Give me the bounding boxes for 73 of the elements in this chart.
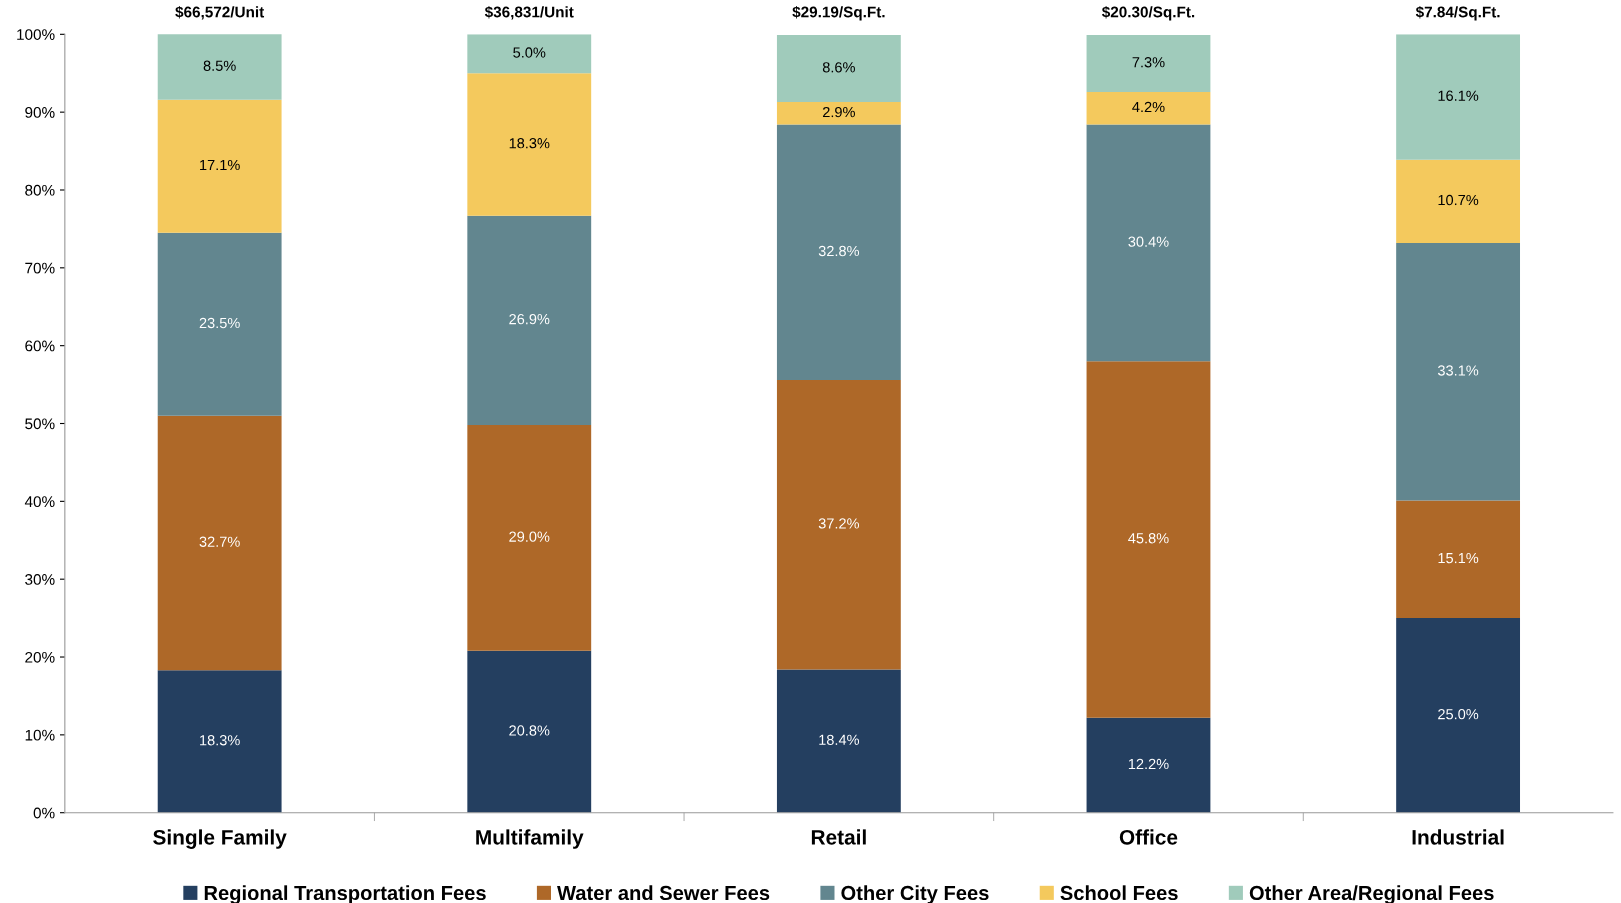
annotation: $7.84/Sq.Ft.: [1415, 5, 1500, 21]
bar: [467, 34, 592, 74]
y-tick-label: 90%: [25, 107, 55, 118]
bar: [157, 415, 282, 671]
data-label: 32.8%: [818, 245, 860, 257]
annotation: $36,831/Unit: [484, 5, 574, 20]
data-label: 4.2%: [1132, 101, 1165, 113]
y-tick-label: 20%: [25, 651, 55, 663]
bar: [1396, 242, 1521, 501]
y-tick-label: 40%: [24, 496, 55, 508]
data-label: 33.1%: [1437, 365, 1479, 376]
x-tick-label: Office: [1119, 829, 1178, 845]
bar: [467, 650, 592, 813]
data-label: 29.0%: [509, 531, 550, 542]
data-label: 18.3%: [200, 735, 240, 746]
data-label: 16.1%: [1438, 90, 1479, 101]
data-label: 23.5%: [199, 317, 240, 329]
legend-label: Water and Sewer Fees: [557, 885, 770, 901]
x-tick-label: Industrial: [1412, 829, 1504, 845]
data-label: 12.2%: [1128, 758, 1169, 770]
bar: [467, 73, 592, 216]
data-label: 5.0%: [513, 47, 546, 58]
bar: [1396, 500, 1521, 619]
bar: [157, 99, 282, 233]
x-tick-label: Single Family: [153, 829, 287, 849]
bar: [467, 215, 592, 426]
bar: [157, 232, 282, 416]
data-label: 15.1%: [1438, 552, 1479, 564]
y-tick-label: 70%: [25, 262, 55, 274]
data-label: 2.9%: [822, 106, 855, 118]
bar: [1086, 717, 1211, 813]
bar: [1396, 34, 1521, 160]
data-label: 26.9%: [509, 313, 550, 325]
bar: [1086, 124, 1211, 362]
data-label: 8.6%: [822, 62, 855, 73]
y-tick-label: 0%: [33, 807, 55, 819]
y-tick-label: 30%: [25, 574, 55, 585]
data-label: 45.8%: [1128, 533, 1169, 544]
bar: [1086, 361, 1211, 718]
data-label: 10.7%: [1438, 194, 1479, 206]
annotation: $29.19/Sq.Ft.: [792, 5, 885, 21]
bar: [1086, 91, 1211, 125]
bar: [776, 124, 901, 380]
data-label: 18.4%: [819, 734, 860, 745]
data-label: 25.0%: [1438, 708, 1479, 720]
bar: [776, 379, 901, 670]
data-label: 7.3%: [1132, 57, 1165, 68]
data-label: 18.3%: [509, 138, 550, 149]
x-tick-label: Retail: [811, 829, 866, 845]
bar: [776, 102, 901, 125]
bar: [1086, 35, 1211, 92]
y-tick-label: 100%: [17, 29, 55, 40]
data-label: 8.5%: [203, 60, 236, 71]
bar: [1396, 159, 1521, 243]
data-label: 20.8%: [509, 725, 550, 736]
bar: [157, 670, 282, 813]
annotation: $20.30/Sq.Ft.: [1101, 5, 1195, 21]
annotation: $66,572/Unit: [175, 5, 265, 20]
bar: [776, 35, 901, 103]
x-tick-label: Multifamily: [476, 829, 584, 849]
data-label: 32.7%: [199, 536, 240, 547]
bar: [157, 34, 282, 100]
y-tick-label: 10%: [25, 729, 55, 741]
y-tick-label: 60%: [25, 340, 55, 352]
legend-label: School Fees: [1060, 885, 1178, 901]
y-tick-label: 80%: [25, 184, 55, 196]
data-label: 17.1%: [200, 159, 240, 171]
y-tick-label: 50%: [25, 418, 55, 430]
data-label: 37.2%: [818, 518, 860, 529]
data-label: 30.4%: [1128, 236, 1169, 247]
bar: [776, 669, 901, 813]
bar: [1396, 618, 1521, 813]
bar: [467, 425, 592, 651]
